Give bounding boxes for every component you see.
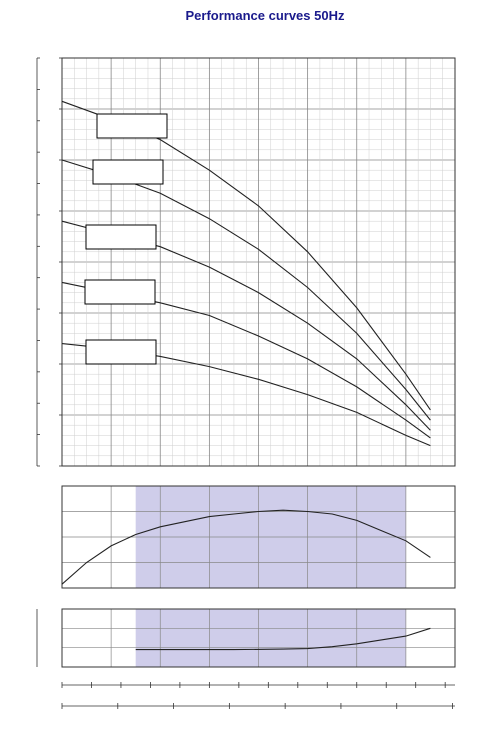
chart-title: Performance curves 50Hz — [186, 8, 345, 23]
chart-data-layer — [61, 100, 431, 651]
chart-grid-layer — [36, 57, 456, 709]
efficiency-curve — [61, 509, 431, 585]
npsh-range-band — [135, 609, 406, 667]
chart-background-layer — [135, 486, 406, 667]
npsh-curve — [135, 627, 431, 651]
head-curve-label-box — [84, 279, 156, 305]
npsh-plot-frame — [61, 608, 456, 668]
head-curve-label-box — [85, 224, 157, 250]
efficiency-plot-frame — [61, 485, 456, 589]
head-curve-label-box — [85, 339, 157, 365]
head-curve-label-box — [96, 113, 168, 139]
head-curve-label-box — [92, 159, 164, 185]
